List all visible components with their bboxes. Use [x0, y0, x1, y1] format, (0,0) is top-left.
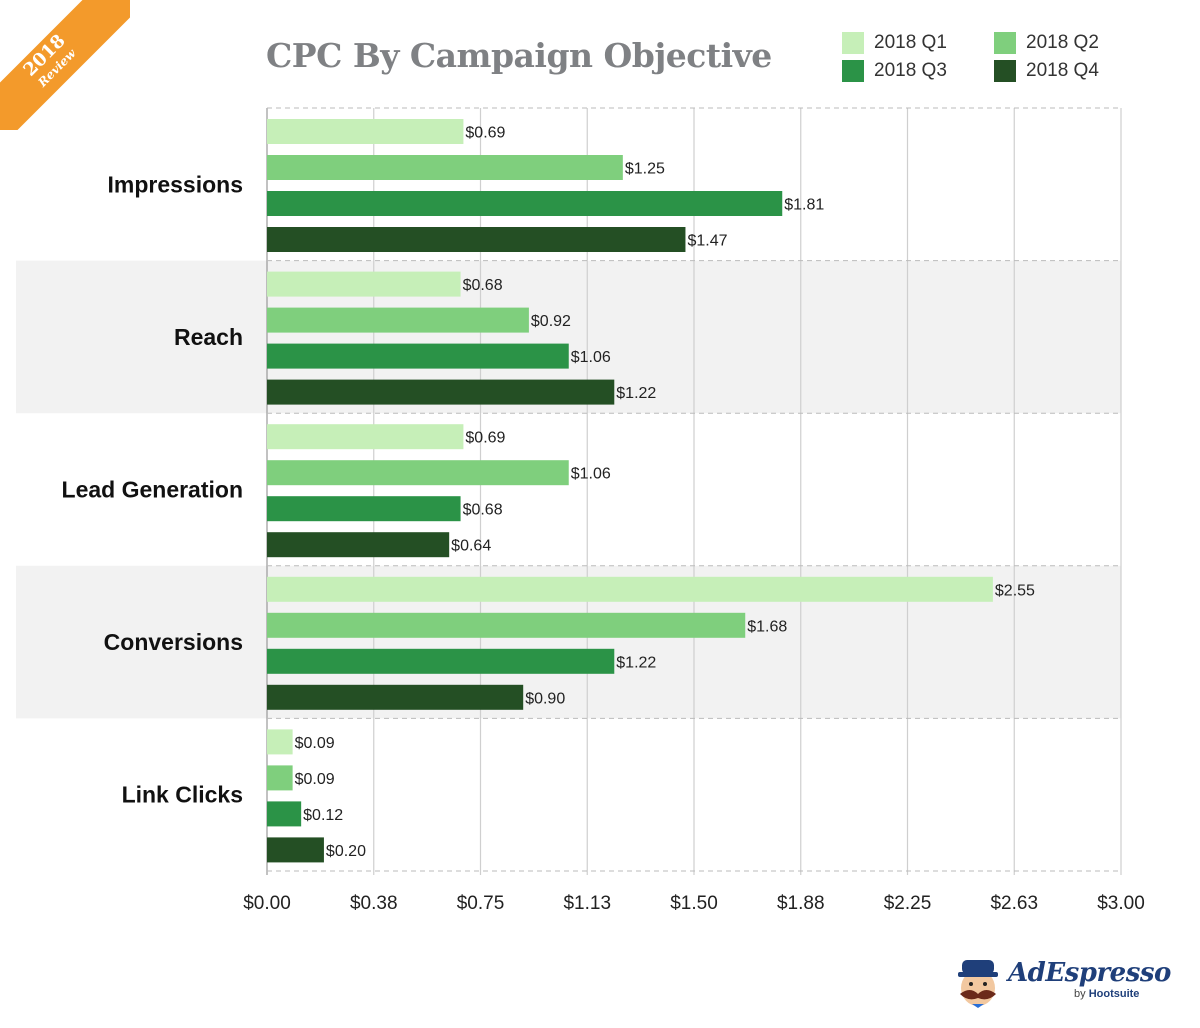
bar-link-clicks-2018-q2: [267, 765, 293, 791]
category-label-impressions: Impressions: [108, 171, 244, 197]
x-tick-label: $3.00: [1097, 893, 1145, 914]
bar-impressions-2018-q4: [267, 227, 686, 252]
bar-conversions-2018-q3: [267, 648, 615, 674]
mascot-icon: [958, 960, 998, 1008]
data-label-lead-generation-2018-q4: $0.64: [451, 538, 491, 555]
bar-conversions-2018-q1: [267, 576, 993, 602]
bar-reach-2018-q2: [267, 307, 529, 333]
data-label-reach-2018-q1: $0.68: [463, 277, 503, 294]
data-label-impressions-2018-q1: $0.69: [465, 125, 505, 142]
category-label-conversions: Conversions: [104, 629, 243, 655]
data-label-conversions-2018-q4: $0.90: [525, 690, 565, 707]
x-tick-label: $0.75: [457, 893, 505, 914]
data-label-link-clicks-2018-q4: $0.20: [326, 843, 366, 860]
legend-item-q3: 2018 Q3: [842, 60, 947, 82]
bar-link-clicks-2018-q4: [267, 837, 324, 863]
bar-impressions-2018-q3: [267, 191, 783, 216]
data-label-link-clicks-2018-q2: $0.09: [295, 771, 335, 788]
bar-reach-2018-q3: [267, 343, 569, 369]
category-label-lead-generation: Lead Generation: [62, 477, 243, 503]
data-label-lead-generation-2018-q1: $0.69: [465, 430, 505, 447]
x-tick-label: $1.88: [777, 893, 825, 914]
brand-logo: AdEspresso by Hootsuite: [952, 956, 1172, 1016]
data-label-conversions-2018-q3: $1.22: [616, 654, 656, 671]
x-tick-label: $1.50: [670, 893, 718, 914]
legend-label-q4: 2018 Q4: [1026, 60, 1099, 81]
data-label-conversions-2018-q2: $1.68: [747, 618, 787, 635]
data-label-conversions-2018-q1: $2.55: [995, 582, 1035, 599]
x-tick-label: $2.25: [884, 893, 932, 914]
x-tick-label: $0.38: [350, 893, 398, 914]
brand-company: Hootsuite: [1088, 988, 1140, 1000]
legend-label-q2: 2018 Q2: [1026, 32, 1099, 53]
legend-item-q1: 2018 Q1: [842, 32, 947, 54]
bar-impressions-2018-q2: [267, 155, 623, 180]
bar-reach-2018-q1: [267, 271, 461, 297]
x-tick-label: $1.13: [563, 893, 611, 914]
brand-by: by: [1074, 988, 1086, 1000]
legend-swatch-q2: [994, 32, 1016, 54]
legend-label-q1: 2018 Q1: [874, 32, 947, 53]
legend-swatch-q1: [842, 32, 864, 54]
chart-title: CPC By Campaign Objective: [266, 36, 772, 75]
x-tick-label: $0.00: [243, 893, 291, 914]
bar-lead-generation-2018-q2: [267, 460, 569, 486]
bar-impressions-2018-q1: [267, 119, 464, 144]
data-label-impressions-2018-q4: $1.47: [687, 233, 727, 250]
category-label-link-clicks: Link Clicks: [122, 782, 243, 808]
data-label-impressions-2018-q3: $1.81: [784, 197, 824, 214]
data-label-reach-2018-q3: $1.06: [571, 349, 611, 366]
data-label-impressions-2018-q2: $1.25: [625, 161, 665, 178]
bar-link-clicks-2018-q1: [267, 729, 293, 755]
data-label-reach-2018-q2: $0.92: [531, 313, 571, 330]
bar-link-clicks-2018-q3: [267, 801, 302, 827]
legend-swatch-q3: [842, 60, 864, 82]
data-label-lead-generation-2018-q2: $1.06: [571, 466, 611, 483]
brand-byline: by Hootsuite: [1074, 988, 1139, 1000]
bar-lead-generation-2018-q4: [267, 532, 450, 558]
data-label-reach-2018-q4: $1.22: [616, 385, 656, 402]
brand-name: AdEspresso: [1008, 958, 1171, 988]
legend-item-q4: 2018 Q4: [994, 60, 1099, 82]
legend-item-q2: 2018 Q2: [994, 32, 1099, 54]
x-tick-label: $2.63: [990, 893, 1038, 914]
legend-swatch-q4: [994, 60, 1016, 82]
category-label-reach: Reach: [174, 324, 243, 350]
bar-lead-generation-2018-q1: [267, 424, 464, 450]
bar-conversions-2018-q4: [267, 684, 524, 710]
data-label-link-clicks-2018-q3: $0.12: [303, 807, 343, 824]
bar-lead-generation-2018-q3: [267, 496, 461, 522]
legend-label-q3: 2018 Q3: [874, 60, 947, 81]
bar-reach-2018-q4: [267, 379, 615, 405]
bar-conversions-2018-q2: [267, 612, 746, 638]
data-label-lead-generation-2018-q3: $0.68: [463, 502, 503, 519]
data-label-link-clicks-2018-q1: $0.09: [295, 735, 335, 752]
